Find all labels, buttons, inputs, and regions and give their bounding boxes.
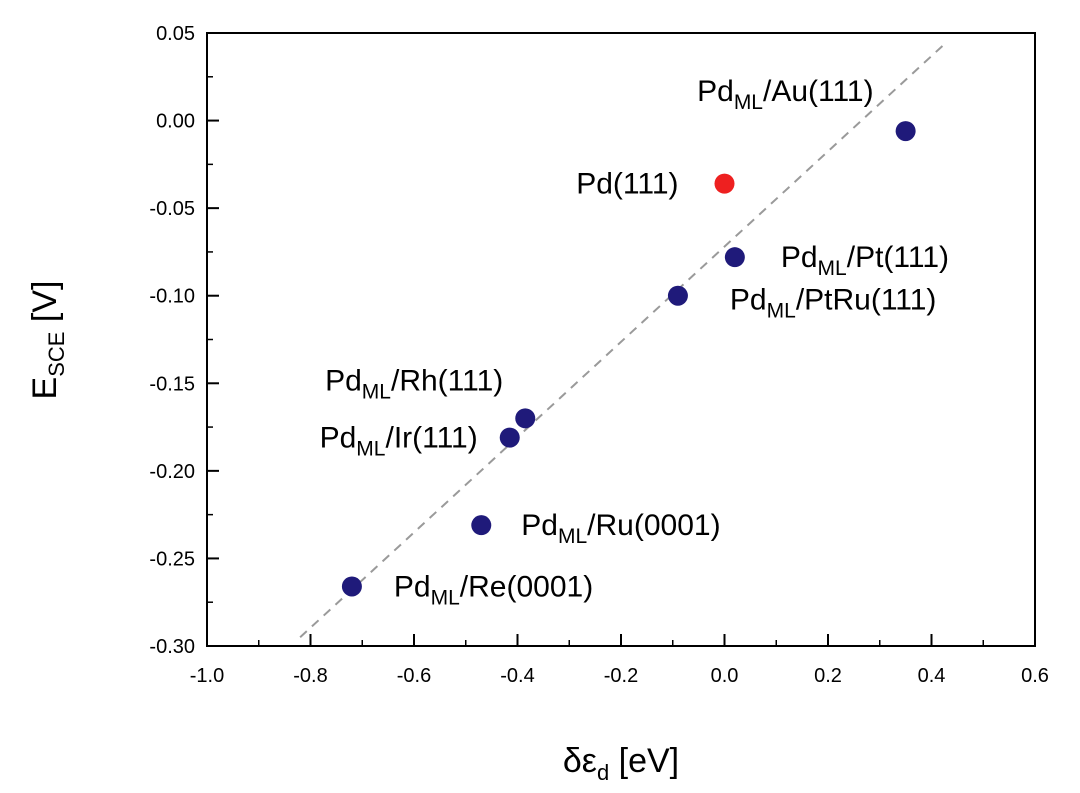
point-label: PdML/Ru(0001) bbox=[521, 509, 720, 548]
data-point bbox=[667, 285, 688, 306]
x-tick-label: -0.2 bbox=[604, 665, 638, 687]
point-label-main: Pd bbox=[521, 509, 558, 542]
x-axis-title-main: δε bbox=[563, 742, 597, 780]
y-tick-label: -0.20 bbox=[149, 461, 195, 483]
point-label-main: Pd bbox=[320, 422, 357, 455]
point-label-rest: /PtRu(111) bbox=[796, 284, 937, 317]
x-tick-label: 0.2 bbox=[814, 665, 842, 687]
point-label: PdML/PtRu(111) bbox=[730, 284, 937, 323]
point-labels: PdML/Au(111)Pd(111)PdML/Pt(111)PdML/PtRu… bbox=[320, 75, 949, 609]
data-points bbox=[341, 121, 916, 597]
data-point bbox=[499, 427, 520, 448]
point-label-rest: /Rh(111) bbox=[391, 364, 503, 397]
point-label-main: Pd bbox=[325, 364, 362, 397]
point-label-main: Pd(111) bbox=[576, 168, 678, 201]
y-tick-label: -0.05 bbox=[149, 198, 195, 220]
y-axis-title-main: E bbox=[26, 377, 64, 400]
point-label-main: Pd bbox=[697, 75, 734, 108]
point-label-sub: ML bbox=[356, 438, 385, 461]
x-tick-label: -0.4 bbox=[500, 665, 534, 687]
point-label-sub: ML bbox=[818, 257, 847, 280]
y-tick-label: -0.15 bbox=[149, 373, 195, 395]
point-label-sub: ML bbox=[734, 91, 763, 114]
data-point bbox=[714, 173, 735, 194]
x-axis-title-unit: [eV] bbox=[609, 742, 679, 780]
point-label: PdML/Pt(111) bbox=[781, 241, 949, 280]
x-tick-label: 0.6 bbox=[1021, 665, 1049, 687]
y-tick-label: -0.25 bbox=[149, 548, 195, 570]
point-label-rest: /Pt(111) bbox=[847, 241, 949, 274]
x-tick-label: 0.4 bbox=[918, 665, 946, 687]
y-axis-title: ESCE [V] bbox=[26, 281, 69, 400]
point-label-main: Pd bbox=[730, 284, 767, 317]
y-axis-title-unit: [V] bbox=[26, 281, 64, 332]
point-label-sub: ML bbox=[767, 300, 796, 323]
point-label: Pd(111) bbox=[576, 168, 678, 201]
point-label-sub: ML bbox=[558, 525, 587, 548]
x-tick-label: -0.8 bbox=[293, 665, 327, 687]
x-tick-label: 0.0 bbox=[711, 665, 739, 687]
x-tick-label: -1.0 bbox=[190, 665, 224, 687]
y-tick-label: 0.00 bbox=[156, 111, 195, 133]
x-axis-title: δεd [eV] bbox=[563, 742, 679, 785]
point-label-sub: ML bbox=[431, 586, 460, 609]
data-point bbox=[895, 121, 916, 142]
point-label-main: Pd bbox=[781, 241, 818, 274]
data-point bbox=[471, 515, 492, 536]
point-label: PdML/Au(111) bbox=[697, 75, 874, 114]
y-axis-title-sub: SCE bbox=[44, 332, 69, 377]
point-label: PdML/Re(0001) bbox=[394, 570, 593, 609]
point-label-rest: /Au(111) bbox=[763, 75, 874, 108]
point-label-rest: /Re(0001) bbox=[460, 570, 593, 603]
data-point bbox=[724, 247, 745, 268]
y-tick-label: 0.05 bbox=[156, 23, 195, 45]
x-axis-title-sub: d bbox=[597, 760, 609, 785]
fit-line bbox=[299, 41, 948, 638]
point-label-rest: /Ru(0001) bbox=[587, 509, 720, 542]
data-point bbox=[341, 576, 362, 597]
point-label-sub: ML bbox=[362, 380, 391, 403]
y-tick-label: -0.30 bbox=[149, 636, 195, 658]
x-tick-label: -0.6 bbox=[397, 665, 431, 687]
axis-ticks: -1.0 -0.8 -0.6 -0.4 -0.2 0.0 0.2 0.4 0.6 0.05 0.00… bbox=[149, 23, 1049, 687]
point-label: PdML/Rh(111) bbox=[325, 364, 503, 403]
y-tick-label: -0.10 bbox=[149, 286, 195, 308]
point-label: PdML/Ir(111) bbox=[320, 422, 478, 461]
point-label-main: Pd bbox=[394, 570, 431, 603]
plot-frame bbox=[206, 32, 1036, 647]
point-label-rest: /Ir(111) bbox=[385, 422, 477, 455]
data-point bbox=[515, 408, 536, 429]
